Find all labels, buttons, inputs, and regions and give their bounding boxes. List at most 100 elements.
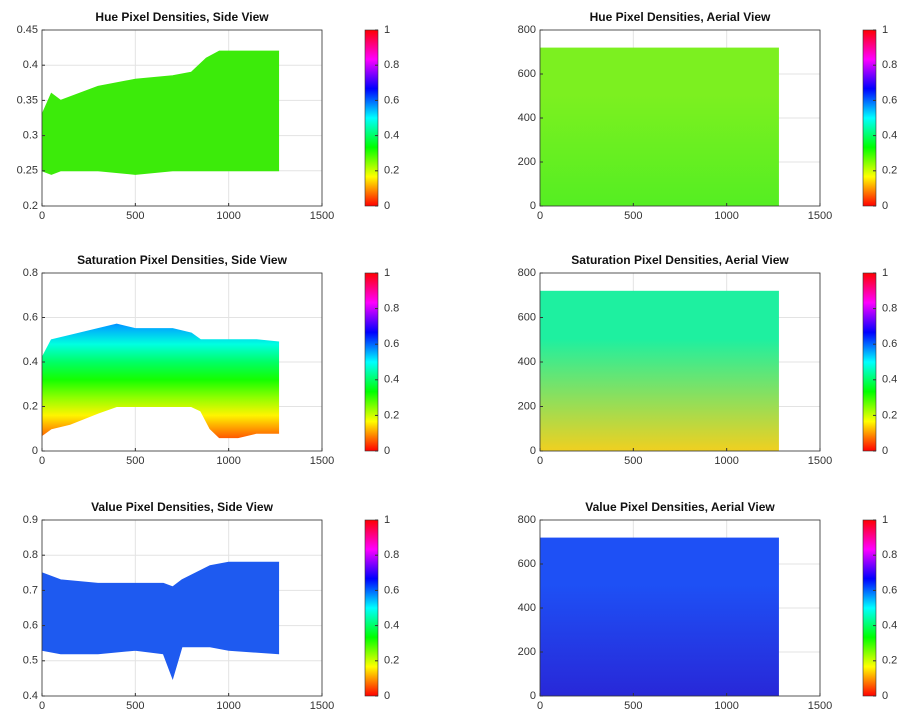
colorbar-tick-label: 0 [384, 200, 390, 212]
colorbar [863, 273, 876, 451]
chart-title: Saturation Pixel Densities, Side View [77, 253, 288, 267]
y-tick-label: 200 [518, 646, 536, 658]
y-tick-label: 0.7 [23, 584, 38, 596]
colorbar-tick-label: 0.2 [882, 655, 897, 667]
y-tick-label: 400 [518, 356, 536, 368]
colorbar-tick-label: 0.2 [882, 165, 897, 177]
y-tick-label: 0.4 [23, 690, 38, 702]
x-tick-label: 0 [537, 700, 543, 712]
x-tick-label: 1500 [808, 700, 832, 712]
y-tick-label: 0.5 [23, 655, 38, 667]
image [540, 48, 779, 206]
colorbar-tick-label: 0.8 [384, 549, 399, 561]
colorbar-tick-label: 1 [384, 514, 390, 526]
image [540, 538, 779, 696]
y-tick-label: 800 [518, 267, 536, 279]
colorbar-tick-label: 0.4 [882, 374, 897, 386]
colorbar-tick-label: 0 [882, 690, 888, 702]
colorbar-tick-label: 0.6 [882, 94, 897, 106]
y-tick-label: 0.6 [23, 311, 38, 323]
colorbar-tick-label: 1 [882, 24, 888, 36]
colorbar-tick-label: 0.2 [384, 409, 399, 421]
x-tick-label: 1500 [310, 700, 334, 712]
colorbar-tick-label: 0.2 [882, 409, 897, 421]
x-tick-label: 0 [537, 210, 543, 222]
chart-title: Value Pixel Densities, Aerial View [585, 500, 775, 514]
colorbar-tick-label: 1 [384, 24, 390, 36]
colorbar-tick-label: 0.4 [384, 130, 399, 142]
colorbar-tick-label: 1 [882, 514, 888, 526]
y-tick-label: 0.8 [23, 267, 38, 279]
colorbar-tick-label: 0.4 [384, 374, 399, 386]
colorbar-tick-label: 0.6 [384, 338, 399, 350]
y-tick-label: 200 [518, 156, 536, 168]
band-fill [42, 324, 279, 437]
y-tick-label: 600 [518, 68, 536, 80]
y-tick-label: 0.4 [23, 59, 38, 71]
y-tick-label: 0.35 [17, 94, 38, 106]
colorbar [365, 520, 378, 696]
y-tick-label: 800 [518, 24, 536, 36]
colorbar-tick-label: 0.8 [882, 59, 897, 71]
y-tick-label: 0 [530, 690, 536, 702]
colorbar-tick-label: 0.6 [384, 94, 399, 106]
x-tick-label: 500 [624, 700, 642, 712]
y-tick-label: 0.9 [23, 514, 38, 526]
colorbar-tick-label: 1 [882, 267, 888, 279]
y-tick-label: 600 [518, 558, 536, 570]
colorbar-tick-label: 0.6 [384, 584, 399, 596]
colorbar [863, 30, 876, 206]
colorbar-tick-label: 0.4 [384, 620, 399, 632]
colorbar-tick-label: 0.8 [882, 303, 897, 315]
x-tick-label: 0 [39, 210, 45, 222]
x-tick-label: 500 [126, 455, 144, 467]
y-tick-label: 400 [518, 112, 536, 124]
colorbar-tick-label: 0 [882, 445, 888, 457]
y-tick-label: 0.25 [17, 165, 38, 177]
y-tick-label: 0 [530, 445, 536, 457]
y-tick-label: 0.2 [23, 400, 38, 412]
image [540, 291, 779, 451]
y-tick-label: 0.6 [23, 620, 38, 632]
y-tick-label: 0.8 [23, 549, 38, 561]
colorbar-tick-label: 0.6 [882, 338, 897, 350]
x-tick-label: 500 [624, 455, 642, 467]
x-tick-label: 1000 [216, 210, 240, 222]
colorbar-tick-label: 1 [384, 267, 390, 279]
x-tick-label: 1500 [808, 210, 832, 222]
colorbar [365, 30, 378, 206]
y-tick-label: 0.4 [23, 356, 38, 368]
colorbar-tick-label: 0.4 [882, 130, 897, 142]
y-tick-label: 0 [530, 200, 536, 212]
band-fill [42, 51, 279, 174]
x-tick-label: 1500 [310, 455, 334, 467]
x-tick-label: 500 [126, 210, 144, 222]
chart-title: Value Pixel Densities, Side View [91, 500, 274, 514]
x-tick-label: 500 [624, 210, 642, 222]
x-tick-label: 1000 [216, 700, 240, 712]
y-tick-label: 0.45 [17, 24, 38, 36]
y-tick-label: 800 [518, 514, 536, 526]
x-tick-label: 0 [39, 700, 45, 712]
x-tick-label: 0 [537, 455, 543, 467]
x-tick-label: 1000 [216, 455, 240, 467]
chart-title: Hue Pixel Densities, Side View [95, 10, 269, 24]
x-tick-label: 1000 [714, 210, 738, 222]
x-tick-label: 500 [126, 700, 144, 712]
figure: Hue Pixel Densities, Side View0500100015… [0, 0, 909, 718]
y-tick-label: 0.2 [23, 200, 38, 212]
colorbar-tick-label: 0.8 [882, 549, 897, 561]
y-tick-label: 0.3 [23, 130, 38, 142]
y-tick-label: 400 [518, 602, 536, 614]
x-tick-label: 1000 [714, 700, 738, 712]
colorbar-tick-label: 0.2 [384, 655, 399, 667]
colorbar-tick-label: 0.8 [384, 59, 399, 71]
x-tick-label: 1500 [808, 455, 832, 467]
colorbar-tick-label: 0 [882, 200, 888, 212]
chart-title: Hue Pixel Densities, Aerial View [590, 10, 771, 24]
colorbar-tick-label: 0 [384, 690, 390, 702]
colorbar-tick-label: 0.6 [882, 584, 897, 596]
x-tick-label: 1500 [310, 210, 334, 222]
colorbar [863, 520, 876, 696]
x-tick-label: 1000 [714, 455, 738, 467]
